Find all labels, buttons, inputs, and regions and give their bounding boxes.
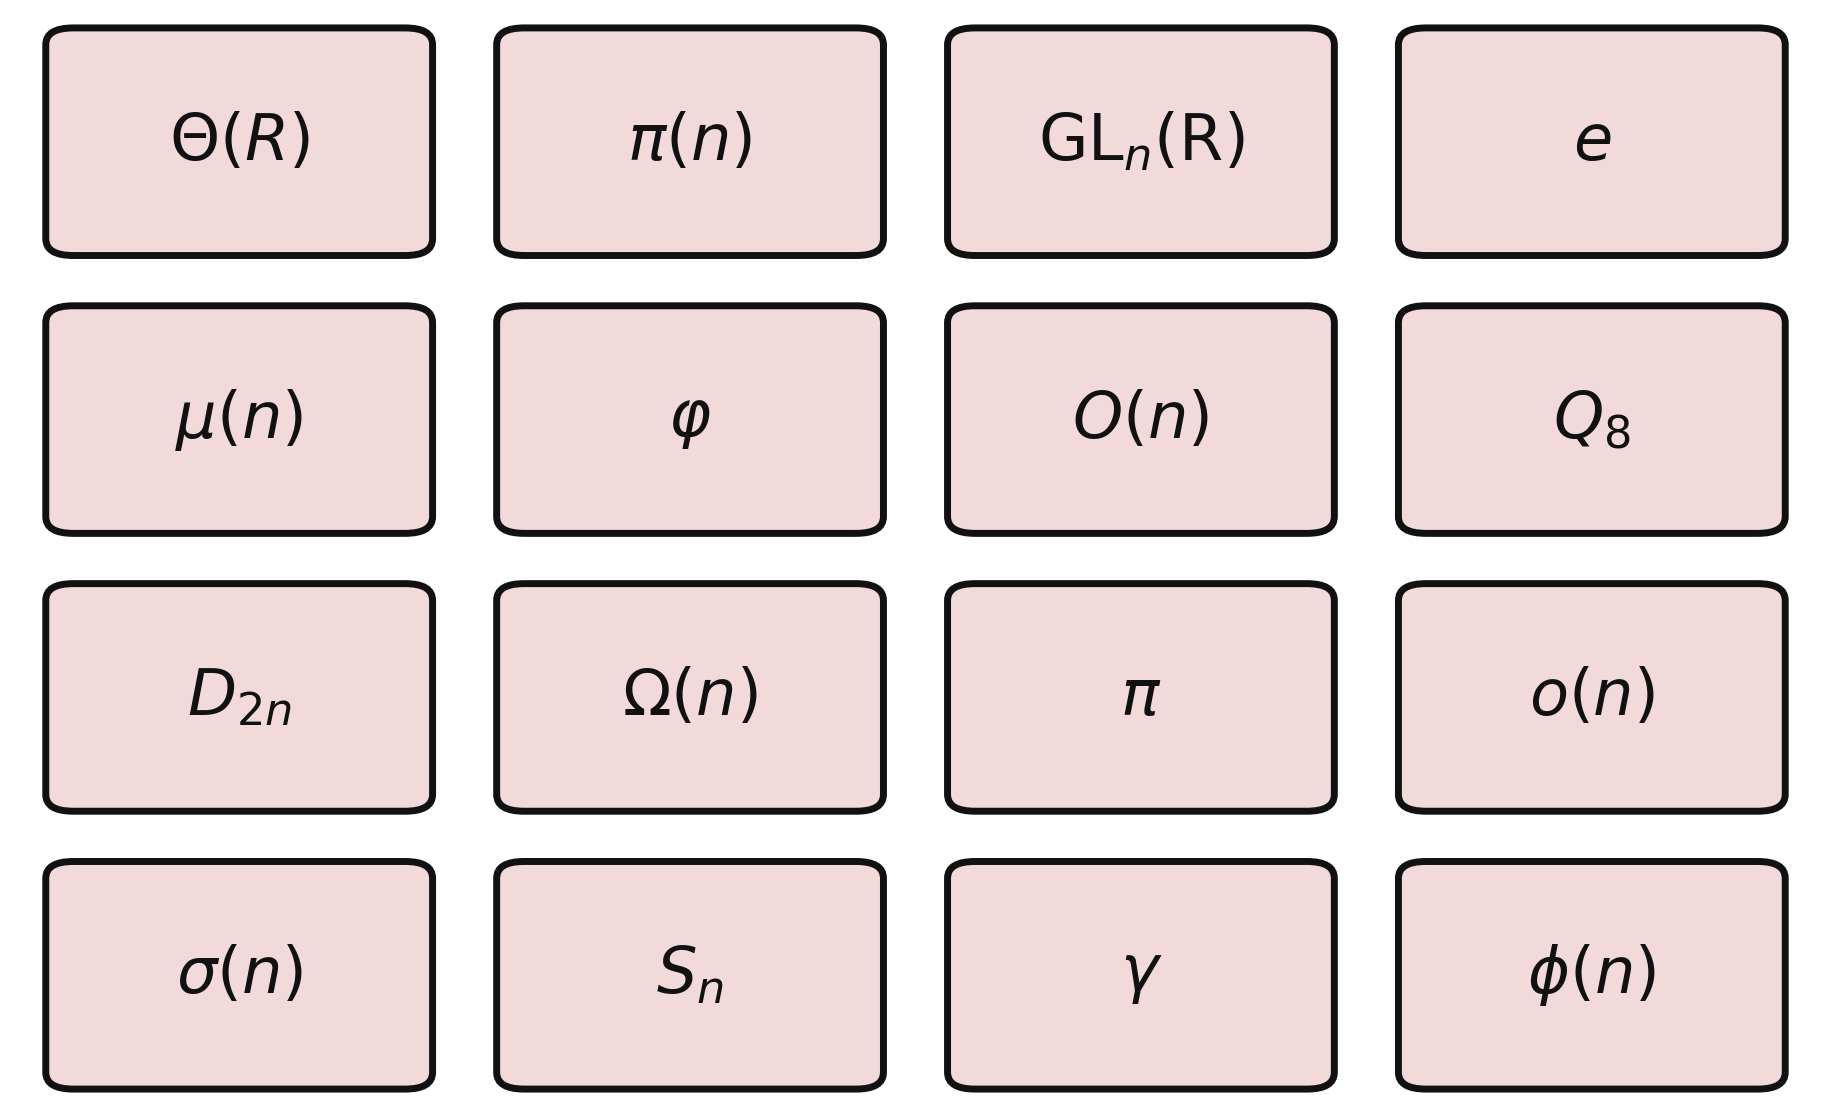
FancyBboxPatch shape (1398, 583, 1784, 811)
Text: $\mu(n)$: $\mu(n)$ (176, 386, 304, 452)
Text: $e$: $e$ (1572, 111, 1610, 173)
Text: $\Theta(R)$: $\Theta(R)$ (168, 111, 309, 173)
FancyBboxPatch shape (948, 306, 1334, 534)
Text: $\pi(n)$: $\pi(n)$ (628, 111, 752, 173)
FancyBboxPatch shape (1398, 861, 1784, 1089)
Text: $O(n)$: $O(n)$ (1072, 389, 1210, 450)
FancyBboxPatch shape (46, 306, 432, 534)
FancyBboxPatch shape (948, 583, 1334, 811)
FancyBboxPatch shape (46, 583, 432, 811)
Text: $\gamma$: $\gamma$ (1118, 944, 1162, 1006)
FancyBboxPatch shape (46, 28, 432, 256)
FancyBboxPatch shape (948, 861, 1334, 1089)
FancyBboxPatch shape (496, 583, 882, 811)
Text: $S_n$: $S_n$ (655, 944, 723, 1006)
Text: $\Omega(n)$: $\Omega(n)$ (622, 667, 758, 728)
Text: $\mathrm{GL}_n(\mathrm{R})$: $\mathrm{GL}_n(\mathrm{R})$ (1038, 109, 1244, 173)
FancyBboxPatch shape (496, 306, 882, 534)
Text: $\varphi$: $\varphi$ (668, 389, 712, 450)
FancyBboxPatch shape (496, 861, 882, 1089)
FancyBboxPatch shape (46, 861, 432, 1089)
FancyBboxPatch shape (1398, 28, 1784, 256)
Text: $\pi$: $\pi$ (1120, 667, 1160, 728)
Text: $D_{2n}$: $D_{2n}$ (187, 667, 291, 728)
Text: $o(n)$: $o(n)$ (1528, 667, 1654, 728)
Text: $\phi(n)$: $\phi(n)$ (1526, 943, 1656, 1009)
FancyBboxPatch shape (948, 28, 1334, 256)
FancyBboxPatch shape (1398, 306, 1784, 534)
Text: $\sigma(n)$: $\sigma(n)$ (176, 944, 302, 1006)
FancyBboxPatch shape (496, 28, 882, 256)
Text: $Q_8$: $Q_8$ (1552, 389, 1631, 451)
